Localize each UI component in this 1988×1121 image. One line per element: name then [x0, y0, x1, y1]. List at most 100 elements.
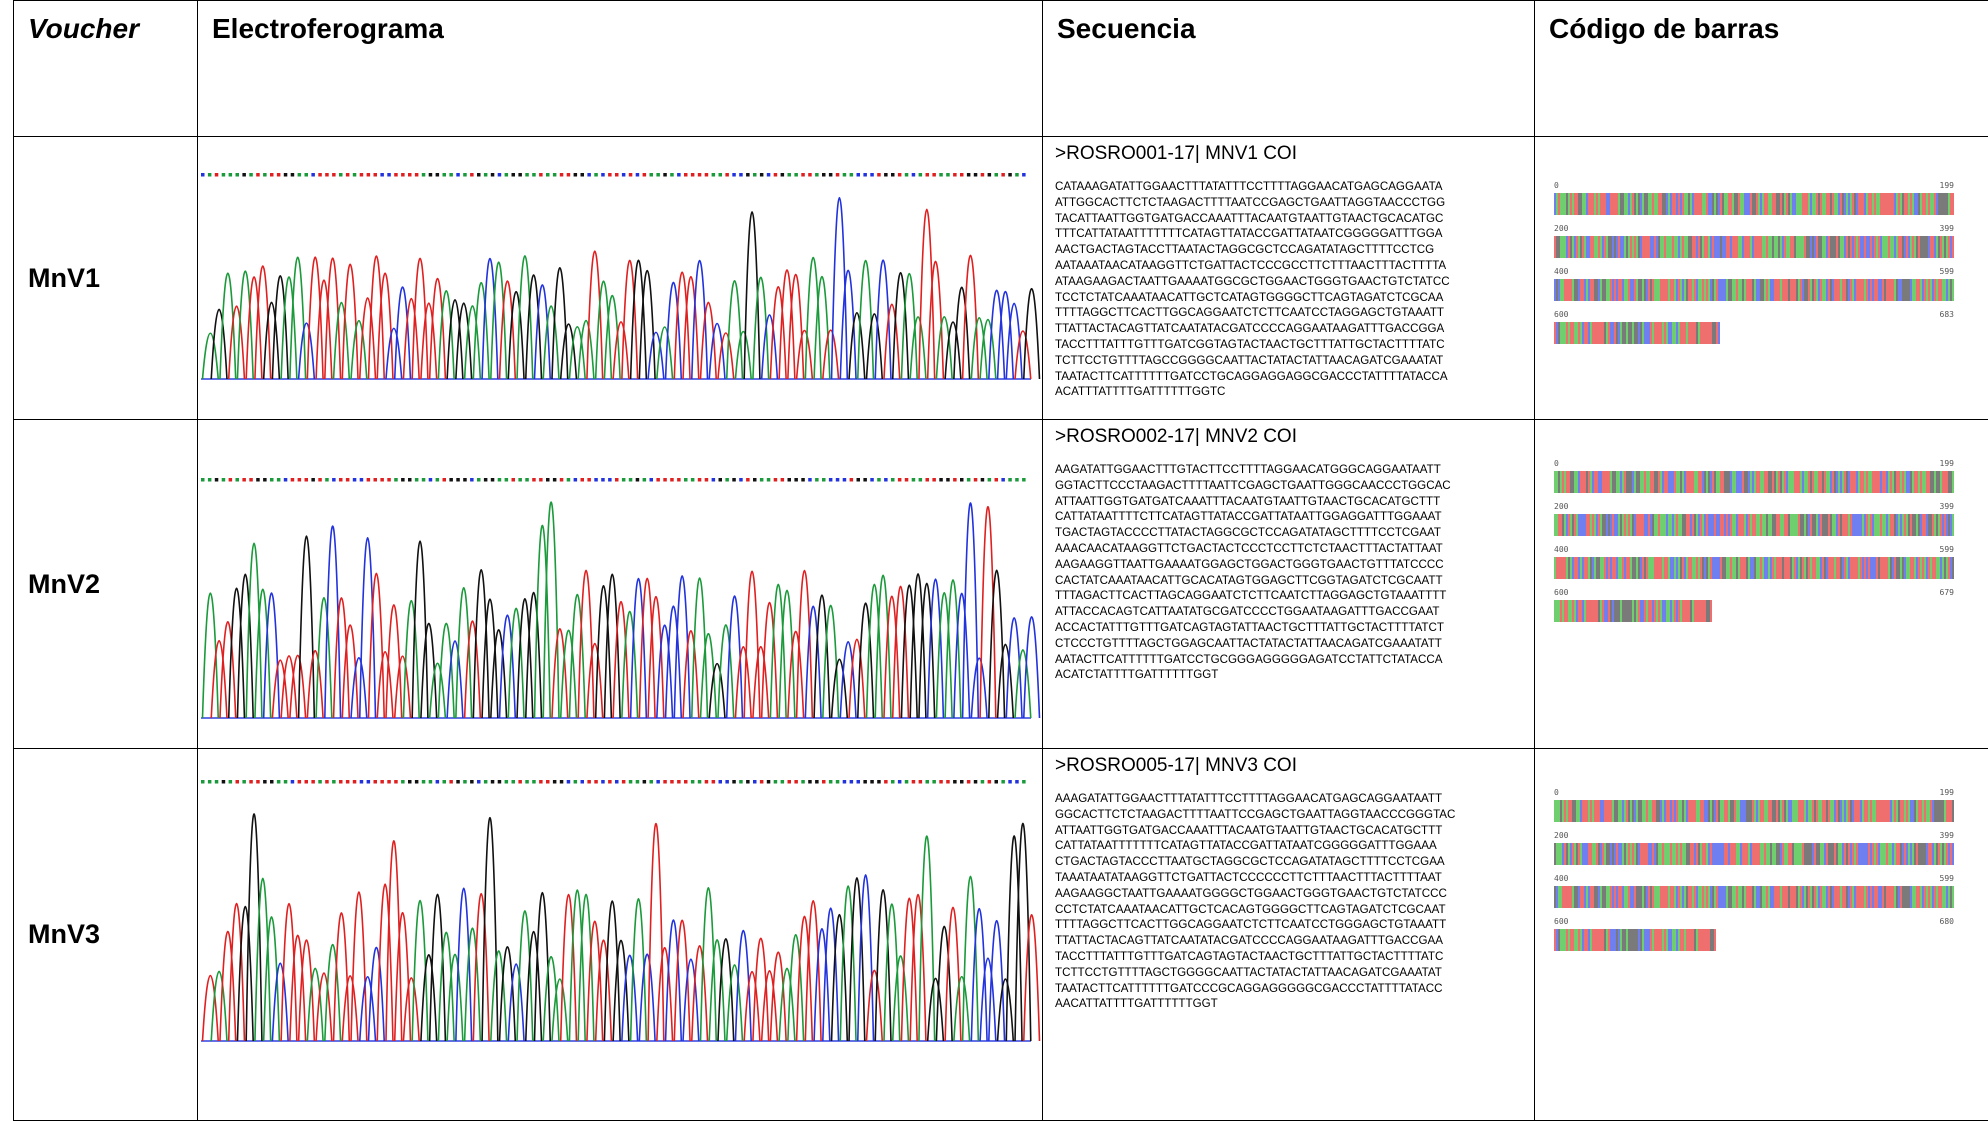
- base-call-dot: [650, 478, 654, 482]
- barcode-bar: [1624, 514, 1626, 536]
- barcode-bar: [1616, 236, 1618, 258]
- barcode-bar: [1836, 886, 1838, 908]
- base-call-dot: [367, 173, 371, 177]
- barcode-bar: [1574, 279, 1576, 301]
- barcode-bar: [1916, 843, 1918, 865]
- trace-peak: [456, 588, 472, 718]
- base-call-dot: [677, 173, 681, 177]
- barcode-bar: [1582, 471, 1584, 493]
- barcode-bar: [1814, 514, 1816, 536]
- barcode-bar: [1868, 193, 1870, 215]
- base-call-dot: [574, 478, 578, 482]
- barcode-bar: [1602, 322, 1604, 344]
- barcode-bar: [1856, 843, 1858, 865]
- barcode-bar: [1556, 471, 1558, 493]
- barcode-bar: [1716, 322, 1718, 344]
- base-call-dot: [505, 173, 509, 177]
- barcode-bar: [1660, 279, 1662, 301]
- barcode-bar: [1826, 843, 1828, 865]
- barcode-bar: [1914, 236, 1916, 258]
- barcode-bar: [1922, 557, 1924, 579]
- barcode-bar: [1554, 279, 1556, 301]
- barcode-bar: [1872, 800, 1874, 822]
- barcode-bar: [1830, 557, 1832, 579]
- barcode-bar: [1830, 471, 1832, 493]
- barcode-bar: [1756, 236, 1758, 258]
- barcode-bar: [1674, 322, 1676, 344]
- barcode-bar: [1586, 557, 1588, 579]
- barcode-bar: [1554, 322, 1556, 344]
- barcode-bar: [1672, 843, 1674, 865]
- barcode-bar: [1594, 471, 1596, 493]
- barcode-bar: [1812, 236, 1814, 258]
- barcode-bar: [1656, 557, 1658, 579]
- barcode-bar: [1802, 471, 1804, 493]
- barcode-bar: [1718, 236, 1720, 258]
- base-call-dot: [525, 780, 529, 784]
- barcode-bar: [1760, 843, 1762, 865]
- barcode-bar: [1556, 800, 1558, 822]
- base-call-dot: [477, 780, 481, 784]
- trace-peak: [334, 598, 350, 718]
- barcode-bar: [1762, 800, 1764, 822]
- barcode-bar: [1610, 279, 1612, 301]
- barcode-bar: [1948, 236, 1950, 258]
- barcode-bar: [1768, 279, 1770, 301]
- barcode-bar: [1574, 600, 1576, 622]
- barcode-bar: [1564, 279, 1566, 301]
- barcode-bar: [1626, 514, 1628, 536]
- barcode-bar: [1624, 843, 1626, 865]
- barcode-bar: [1826, 557, 1828, 579]
- base-call-dot: [622, 780, 626, 784]
- barcode-bar: [1738, 843, 1740, 865]
- barcode-bar: [1646, 929, 1648, 951]
- barcode-bar: [1838, 236, 1840, 258]
- barcode-bar: [1816, 279, 1818, 301]
- barcode-bar: [1564, 886, 1566, 908]
- barcode-bar: [1904, 886, 1906, 908]
- barcode-bar: [1670, 193, 1672, 215]
- barcode-bar: [1640, 929, 1642, 951]
- barcode-bar: [1588, 600, 1590, 622]
- trace-peak: [893, 956, 909, 1041]
- barcode-bar: [1578, 800, 1580, 822]
- barcode-bar: [1572, 929, 1574, 951]
- base-call-dot: [801, 478, 805, 482]
- barcode-bar: [1694, 279, 1696, 301]
- barcode-bar: [1684, 843, 1686, 865]
- sequence-title: >ROSRO001-17| MNV1 COI: [1055, 143, 1534, 165]
- barcode-bar: [1652, 600, 1654, 622]
- barcode-bar: [1812, 886, 1814, 908]
- barcode-bar: [1736, 471, 1738, 493]
- barcode-bar: [1600, 236, 1602, 258]
- barcode-bar: [1612, 843, 1614, 865]
- trace-peak: [290, 257, 306, 379]
- barcode-bar: [1868, 236, 1870, 258]
- barcode-bar: [1790, 800, 1792, 822]
- barcode-bar: [1786, 236, 1788, 258]
- barcode-bar: [1788, 557, 1790, 579]
- trace-peak: [1024, 915, 1040, 1041]
- trace-peak: [342, 264, 358, 379]
- barcode-bar: [1678, 514, 1680, 536]
- barcode-bar: [1746, 514, 1748, 536]
- barcode-bar: [1832, 843, 1834, 865]
- barcode-bar: [1850, 886, 1852, 908]
- barcode-bar: [1922, 279, 1924, 301]
- barcode-bar: [1692, 193, 1694, 215]
- barcode-bar: [1660, 471, 1662, 493]
- barcode-bar: [1942, 279, 1944, 301]
- barcode-bar: [1748, 236, 1750, 258]
- sequence-line: AATAAATAACATAAGGTTCTGATTACTCCCGCCTTCTTTA…: [1055, 258, 1534, 274]
- barcode-bar: [1654, 193, 1656, 215]
- barcode-bar: [1758, 557, 1760, 579]
- barcode-bar: [1772, 471, 1774, 493]
- barcode-bar: [1804, 557, 1806, 579]
- barcode-bar: [1698, 514, 1700, 536]
- barcode-bar: [1868, 886, 1870, 908]
- barcode-bar: [1622, 929, 1624, 951]
- base-call-dot: [318, 173, 322, 177]
- barcode-bar: [1590, 279, 1592, 301]
- barcode-bar: [1924, 843, 1926, 865]
- barcode-bar: [1948, 279, 1950, 301]
